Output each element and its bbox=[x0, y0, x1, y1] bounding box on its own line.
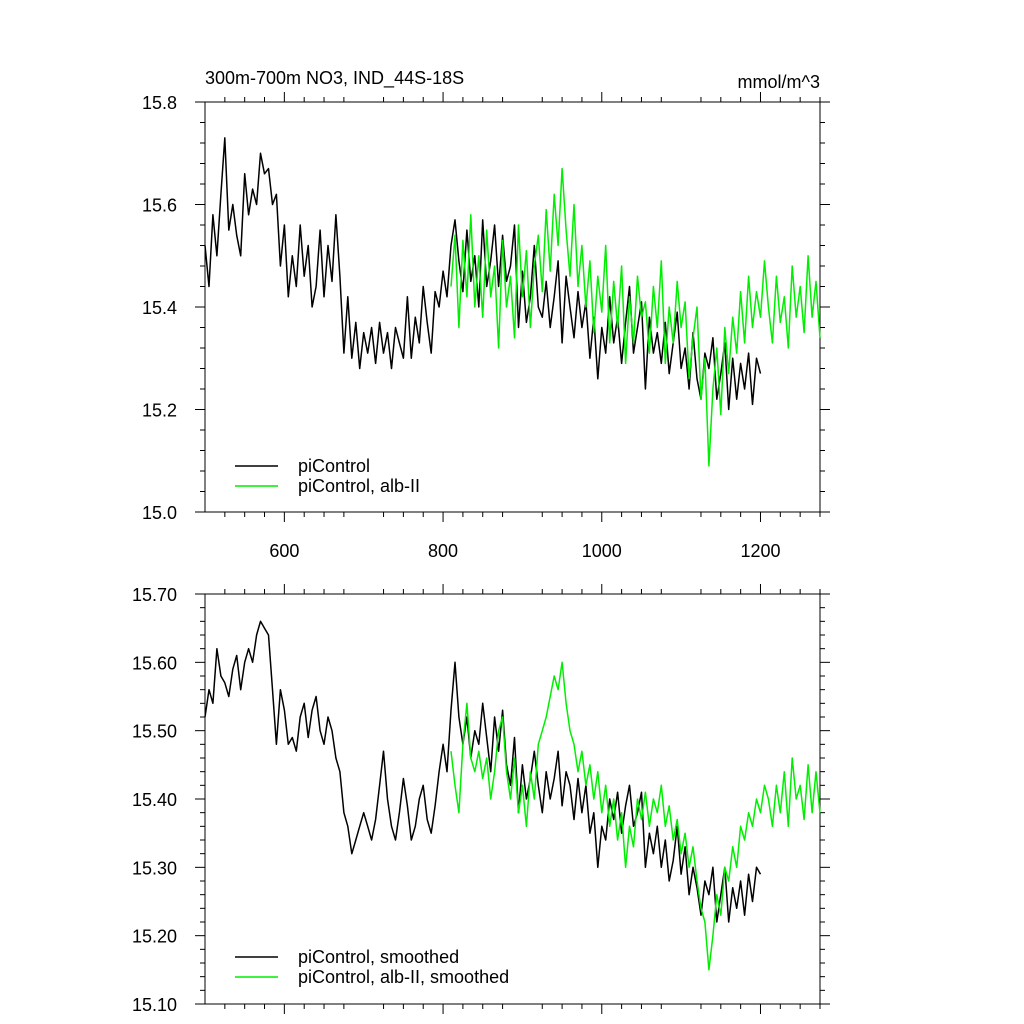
y-tick-label: 15.20 bbox=[132, 927, 177, 947]
y-tick-label: 15.30 bbox=[132, 858, 177, 878]
y-tick-label: 15.0 bbox=[142, 503, 177, 523]
y-tick-label: 15.6 bbox=[142, 196, 177, 216]
y-tick-label: 15.10 bbox=[132, 995, 177, 1015]
series-line-picontrol bbox=[204, 620, 762, 923]
legend-label: piControl, smoothed bbox=[298, 947, 459, 967]
y-tick-label: 15.60 bbox=[132, 653, 177, 673]
y-tick-label: 15.40 bbox=[132, 790, 177, 810]
legend-label: piControl, alb-II bbox=[298, 476, 420, 496]
series-line-picontrol bbox=[204, 137, 762, 411]
series-line-picontrol-alb-ii bbox=[450, 661, 821, 971]
y-tick-label: 15.50 bbox=[132, 722, 177, 742]
units-label: mmol/m^3 bbox=[738, 72, 820, 92]
x-tick-label: 800 bbox=[428, 541, 458, 561]
y-tick-label: 15.8 bbox=[142, 93, 177, 113]
plot-frame bbox=[204, 593, 821, 1005]
legend-label: piControl, alb-II, smoothed bbox=[298, 967, 509, 987]
x-tick-label: 600 bbox=[269, 541, 299, 561]
x-tick-label: 1000 bbox=[582, 541, 622, 561]
x-tick-label: 1200 bbox=[740, 541, 780, 561]
series-line-picontrol-alb-ii bbox=[450, 167, 821, 467]
bottom-panel: 15.10 15.20 15.30 15.40 15.50 15.60 15.70 piCon… bbox=[132, 584, 830, 1015]
y-tick-label: 15.2 bbox=[142, 401, 177, 421]
y-tick-label: 15.4 bbox=[142, 298, 177, 318]
chart-title: 300m-700m NO3, IND_44S-18S bbox=[205, 68, 464, 89]
top-panel: 600 800 1000 1200 15.0 15.2 15.4 15.6 15.8 piCont… bbox=[142, 92, 830, 561]
legend-label: piControl bbox=[298, 456, 370, 476]
y-tick-label: 15.70 bbox=[132, 585, 177, 605]
